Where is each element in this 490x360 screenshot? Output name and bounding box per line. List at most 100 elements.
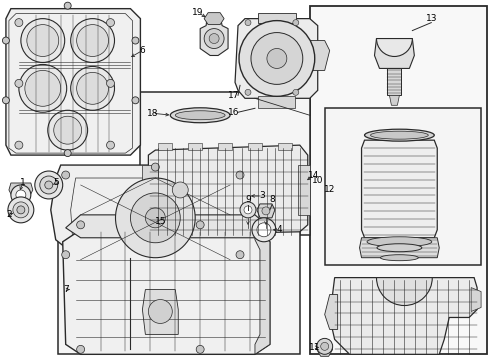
Circle shape xyxy=(15,141,23,149)
Ellipse shape xyxy=(370,131,428,139)
Circle shape xyxy=(106,19,115,27)
Circle shape xyxy=(146,208,165,228)
Polygon shape xyxy=(143,289,178,334)
Polygon shape xyxy=(188,143,202,150)
Polygon shape xyxy=(310,41,330,71)
Polygon shape xyxy=(204,13,224,24)
Ellipse shape xyxy=(377,244,422,252)
Polygon shape xyxy=(258,96,295,108)
Circle shape xyxy=(45,181,53,189)
Circle shape xyxy=(19,64,67,112)
Text: 10: 10 xyxy=(312,176,323,185)
Polygon shape xyxy=(362,140,437,238)
Circle shape xyxy=(262,207,270,215)
Ellipse shape xyxy=(367,237,432,247)
Polygon shape xyxy=(158,143,172,150)
Ellipse shape xyxy=(175,111,225,120)
Circle shape xyxy=(321,342,329,350)
Polygon shape xyxy=(148,145,308,235)
Circle shape xyxy=(204,28,224,49)
Circle shape xyxy=(267,49,287,68)
Circle shape xyxy=(293,20,299,26)
Polygon shape xyxy=(63,230,270,354)
Circle shape xyxy=(106,80,115,87)
Text: 18: 18 xyxy=(147,109,158,118)
Circle shape xyxy=(317,338,333,354)
Circle shape xyxy=(245,20,251,26)
Circle shape xyxy=(196,221,204,229)
Text: 15: 15 xyxy=(154,217,166,226)
Ellipse shape xyxy=(380,255,418,261)
Text: 5: 5 xyxy=(53,179,59,188)
Text: 7: 7 xyxy=(63,285,69,294)
Circle shape xyxy=(245,89,251,95)
Circle shape xyxy=(16,190,26,200)
Circle shape xyxy=(71,19,115,62)
Circle shape xyxy=(236,251,244,259)
Circle shape xyxy=(209,33,219,44)
Circle shape xyxy=(35,171,63,199)
Circle shape xyxy=(27,24,59,57)
Text: 4: 4 xyxy=(277,225,283,234)
Bar xyxy=(310,6,487,354)
Bar xyxy=(298,165,310,215)
Circle shape xyxy=(240,202,256,218)
Circle shape xyxy=(25,71,61,106)
Circle shape xyxy=(15,19,23,27)
Circle shape xyxy=(148,300,172,323)
Bar xyxy=(143,165,158,215)
Polygon shape xyxy=(248,143,262,150)
Circle shape xyxy=(76,24,108,57)
Text: 16: 16 xyxy=(228,108,240,117)
Circle shape xyxy=(257,223,271,237)
Circle shape xyxy=(196,345,204,353)
Circle shape xyxy=(64,2,71,9)
Wedge shape xyxy=(376,39,413,57)
Polygon shape xyxy=(218,143,232,150)
Circle shape xyxy=(76,221,85,229)
Text: 9: 9 xyxy=(245,195,251,204)
Polygon shape xyxy=(330,278,477,354)
Polygon shape xyxy=(235,19,318,98)
Circle shape xyxy=(54,116,82,144)
Circle shape xyxy=(130,193,180,243)
Polygon shape xyxy=(200,15,228,55)
Circle shape xyxy=(8,197,34,223)
Polygon shape xyxy=(374,39,415,68)
Circle shape xyxy=(2,37,9,44)
Bar xyxy=(325,108,481,265)
Circle shape xyxy=(76,345,85,353)
Bar xyxy=(141,92,310,235)
Text: 6: 6 xyxy=(140,46,145,55)
Text: 11: 11 xyxy=(309,343,320,352)
Circle shape xyxy=(172,182,188,198)
Polygon shape xyxy=(255,230,270,354)
Text: 19: 19 xyxy=(193,8,204,17)
Polygon shape xyxy=(278,143,292,150)
Polygon shape xyxy=(325,294,338,329)
Circle shape xyxy=(236,171,244,179)
Circle shape xyxy=(40,176,58,194)
Bar xyxy=(240,195,258,240)
Circle shape xyxy=(17,206,25,214)
Circle shape xyxy=(2,97,9,104)
Text: 17: 17 xyxy=(228,91,240,100)
Circle shape xyxy=(151,163,159,171)
Text: 3: 3 xyxy=(259,192,265,201)
Polygon shape xyxy=(9,183,33,198)
Text: 14: 14 xyxy=(308,171,319,180)
Ellipse shape xyxy=(171,108,230,123)
Circle shape xyxy=(116,178,195,258)
Circle shape xyxy=(11,185,31,205)
Polygon shape xyxy=(51,165,260,270)
Polygon shape xyxy=(317,342,333,356)
Circle shape xyxy=(48,110,88,150)
Text: 1: 1 xyxy=(20,179,26,188)
Ellipse shape xyxy=(365,129,434,141)
Bar xyxy=(58,200,300,354)
Circle shape xyxy=(13,202,29,218)
Polygon shape xyxy=(66,215,270,238)
Circle shape xyxy=(252,218,276,242)
Circle shape xyxy=(132,37,139,44)
Wedge shape xyxy=(376,278,432,306)
